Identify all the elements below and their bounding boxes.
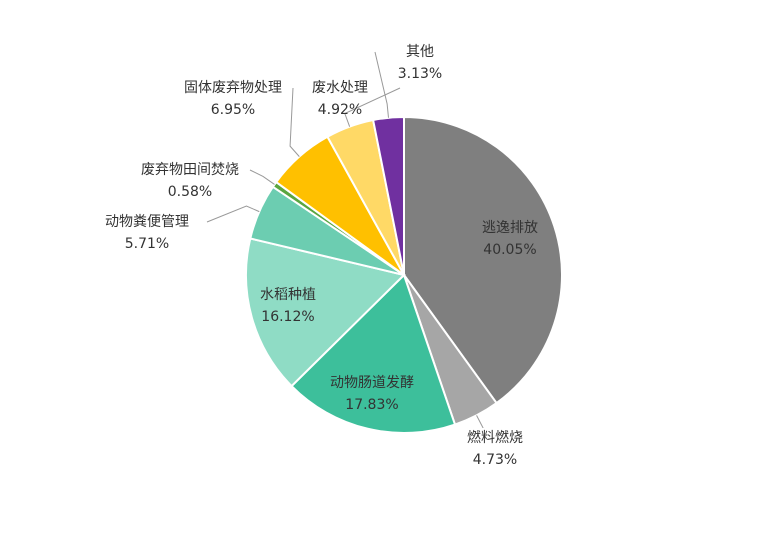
- value-label: 4.73%: [473, 452, 517, 468]
- value-label: 16.12%: [261, 309, 314, 325]
- pie-slice: [403, 115, 563, 405]
- leader-line: [206, 205, 260, 223]
- value-label: 17.83%: [345, 397, 398, 413]
- slice-label: 其他: [406, 44, 434, 60]
- value-label: 4.92%: [318, 102, 362, 118]
- slice-label: 燃料燃烧: [467, 429, 523, 446]
- slice-label: 动物肠道发酵: [330, 375, 414, 391]
- slice-label: 废水处理: [312, 80, 368, 96]
- value-label: 5.71%: [125, 236, 169, 252]
- pie-slice: [290, 273, 457, 434]
- value-label: 0.58%: [168, 184, 212, 200]
- slice-label: 动物粪便管理: [105, 214, 189, 230]
- value-label: 6.95%: [211, 102, 255, 118]
- leader-line: [249, 169, 275, 185]
- leader-line: [374, 51, 389, 118]
- leader-line: [289, 87, 300, 157]
- slice-label: 废弃物田间焚烧: [141, 162, 239, 178]
- slice-label: 水稻种植: [260, 287, 316, 303]
- leader-line: [344, 87, 401, 127]
- value-label: 3.13%: [398, 66, 442, 82]
- pie-slice: [245, 237, 406, 388]
- leader-line: [476, 415, 484, 429]
- value-label: 40.05%: [483, 242, 536, 258]
- slice-label: 逃逸排放: [482, 220, 538, 236]
- slice-label: 固体废弃物处理: [184, 80, 282, 96]
